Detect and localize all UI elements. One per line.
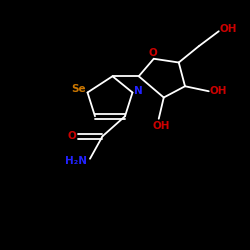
Text: O: O	[68, 131, 76, 141]
Text: OH: OH	[210, 86, 227, 96]
Text: H₂N: H₂N	[65, 156, 87, 166]
Text: O: O	[148, 48, 157, 58]
Text: OH: OH	[220, 24, 237, 34]
Text: N: N	[134, 86, 142, 96]
Text: OH: OH	[152, 121, 170, 131]
Text: Se: Se	[72, 84, 86, 94]
